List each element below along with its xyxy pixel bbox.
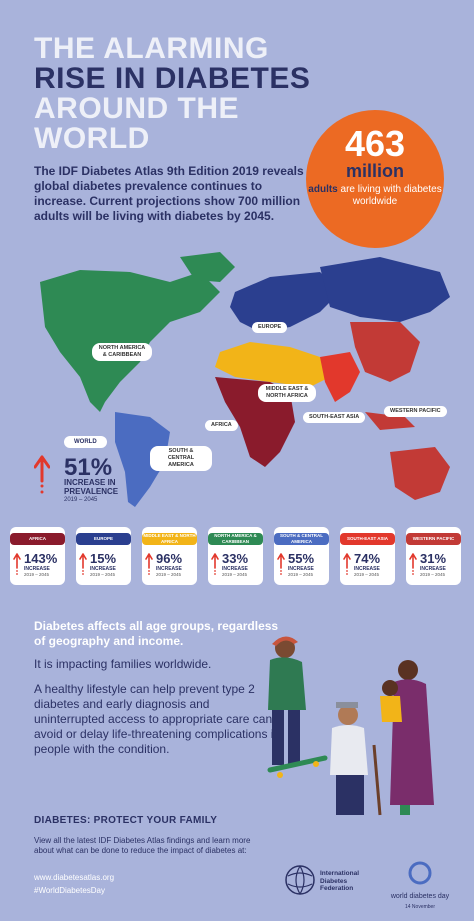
region-increase: INCREASE bbox=[354, 566, 380, 572]
map-label-north-america: NORTH AMERICA & CARIBBEAN bbox=[92, 343, 152, 361]
region-increase: INCREASE bbox=[288, 566, 314, 572]
map-label-south-america: SOUTH & CENTRAL AMERICA bbox=[150, 446, 212, 471]
world-label: WORLD bbox=[64, 436, 107, 448]
up-arrow-icon bbox=[13, 553, 21, 575]
region-pct: 143% bbox=[24, 551, 58, 566]
title-line-3: AROUND THE bbox=[34, 92, 239, 125]
region-pct: 55% bbox=[288, 551, 315, 566]
region-name: EUROPE bbox=[76, 533, 131, 545]
world-map bbox=[40, 252, 450, 507]
region-name: WESTERN PACIFIC bbox=[406, 533, 461, 545]
stat-number: 463 bbox=[344, 123, 406, 164]
region-card: WESTERN PACIFIC 31% INCREASE 2019 – 2045 bbox=[406, 527, 461, 585]
footer-url-link[interactable]: www.diabetesatlas.org bbox=[34, 873, 115, 882]
map-label-europe: EUROPE bbox=[252, 322, 288, 333]
region-cards: AFRICA 143% INCREASE 2019 – 2045 EUROPE … bbox=[10, 527, 464, 585]
stat-circle: 463 million adults are living with diabe… bbox=[306, 110, 444, 248]
idf-logo: International Diabetes Federation bbox=[282, 862, 372, 902]
region-years: 2019 – 2045 bbox=[354, 572, 380, 577]
region-pct: 15% bbox=[90, 551, 117, 566]
world-diabetes-day-logo: world diabetes day 14 November bbox=[385, 860, 455, 910]
title-line-2: RISE IN DIABETES bbox=[34, 62, 311, 95]
map-label-mena: MIDDLE EAST & NORTH AFRICA bbox=[258, 384, 316, 402]
region-card: SOUTH-EAST ASIA 74% INCREASE 2019 – 2045 bbox=[340, 527, 395, 585]
body-heading: Diabetes affects all age groups, regardl… bbox=[34, 619, 279, 648]
western-pacific-region bbox=[350, 322, 420, 382]
up-arrow-icon bbox=[34, 455, 50, 494]
idf-line-1: International bbox=[320, 870, 360, 877]
region-card: EUROPE 15% INCREASE 2019 – 2045 bbox=[76, 527, 131, 585]
region-years: 2019 – 2045 bbox=[222, 572, 248, 577]
region-pct: 96% bbox=[156, 551, 183, 566]
title-line-4: WORLD bbox=[34, 122, 150, 155]
world-increase: INCREASE IN PREVALENCE bbox=[64, 478, 119, 496]
family-illustration bbox=[267, 636, 434, 816]
region-increase: INCREASE bbox=[222, 566, 248, 572]
map-label-wp: WESTERN PACIFIC bbox=[384, 406, 447, 417]
title-line-1: THE ALARMING bbox=[34, 32, 269, 65]
intro-text: The IDF Diabetes Atlas 9th Edition 2019 … bbox=[34, 164, 304, 223]
wdd-name: world diabetes day bbox=[390, 893, 450, 900]
footer-text: View all the latest IDF Diabetes Atlas f… bbox=[34, 836, 251, 855]
western-pacific-north-region bbox=[320, 257, 450, 322]
region-pct: 33% bbox=[222, 551, 249, 566]
stat-desc: adults are living with diabetes worldwid… bbox=[306, 184, 444, 208]
region-card: NORTH AMERICA & CARIBBEAN 33% INCREASE 2… bbox=[208, 527, 263, 585]
region-name: SOUTH-EAST ASIA bbox=[340, 533, 395, 545]
europe-region bbox=[230, 272, 340, 332]
up-arrow-icon bbox=[145, 553, 153, 575]
region-name: SOUTH & CENTRAL AMERICA bbox=[274, 533, 329, 545]
wdd-date: 14 November bbox=[404, 904, 435, 910]
region-increase: INCREASE bbox=[156, 566, 182, 572]
region-card: MIDDLE EAST & NORTH AFRICA 96% INCREASE … bbox=[142, 527, 197, 585]
up-arrow-icon bbox=[277, 553, 285, 575]
region-years: 2019 – 2045 bbox=[156, 572, 182, 577]
stat-desc-text: are living with diabetes worldwide bbox=[340, 184, 442, 207]
region-card: SOUTH & CENTRAL AMERICA 55% INCREASE 201… bbox=[274, 527, 329, 585]
region-years: 2019 – 2045 bbox=[90, 572, 116, 577]
region-card: AFRICA 143% INCREASE 2019 – 2045 bbox=[10, 527, 65, 585]
idf-line-3: Federation bbox=[320, 885, 354, 892]
body-paragraph-1: It is impacting families worldwide. bbox=[34, 657, 212, 671]
stat-unit: million bbox=[346, 161, 404, 181]
region-pct: 31% bbox=[420, 551, 447, 566]
world-years: 2019 – 2045 bbox=[64, 497, 98, 503]
region-years: 2019 – 2045 bbox=[420, 572, 446, 577]
indonesia-region bbox=[365, 412, 415, 430]
south-america-region bbox=[115, 412, 170, 507]
body-text: Diabetes affects all age groups, regardl… bbox=[34, 619, 282, 757]
up-arrow-icon bbox=[211, 553, 219, 575]
south-east-asia-region bbox=[320, 352, 360, 402]
australia-region bbox=[390, 447, 450, 500]
world-pct: 51% bbox=[64, 454, 113, 481]
region-pct: 74% bbox=[354, 551, 381, 566]
up-arrow-icon bbox=[79, 553, 87, 575]
page-title: THE ALARMING RISE IN DIABETES AROUND THE… bbox=[34, 34, 334, 154]
greenland-region bbox=[180, 252, 235, 282]
up-arrow-icon bbox=[409, 553, 417, 575]
idf-name: International Diabetes Federation bbox=[320, 870, 359, 893]
footer-heading: DIABETES: PROTECT YOUR FAMILY bbox=[34, 815, 218, 826]
region-name: AFRICA bbox=[10, 533, 65, 545]
mena-region bbox=[215, 342, 330, 387]
region-increase: INCREASE bbox=[420, 566, 446, 572]
region-increase: INCREASE bbox=[90, 566, 116, 572]
region-name: MIDDLE EAST & NORTH AFRICA bbox=[142, 533, 197, 545]
region-increase: INCREASE bbox=[24, 566, 50, 572]
region-years: 2019 – 2045 bbox=[288, 572, 314, 577]
north-america-region bbox=[40, 270, 220, 412]
idf-line-2: Diabetes bbox=[320, 877, 348, 885]
stat-desc-strong: adults bbox=[308, 184, 338, 195]
map-label-sea: SOUTH-EAST ASIA bbox=[303, 412, 366, 423]
body-paragraph-2: A healthy lifestyle can help prevent typ… bbox=[34, 682, 281, 756]
idf-globe-icon bbox=[285, 865, 315, 895]
up-arrow-icon bbox=[343, 553, 351, 575]
region-name: NORTH AMERICA & CARIBBEAN bbox=[208, 533, 263, 545]
region-years: 2019 – 2045 bbox=[24, 572, 50, 577]
footer-hashtag: #WorldDiabetesDay bbox=[34, 886, 105, 895]
map-label-africa: AFRICA bbox=[205, 420, 238, 431]
blue-circle-icon bbox=[408, 861, 432, 885]
